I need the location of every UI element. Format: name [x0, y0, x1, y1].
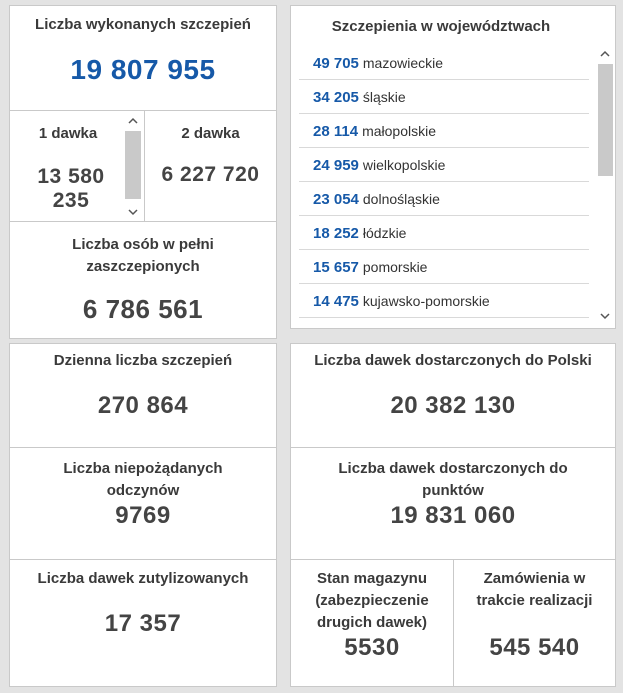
total-vaccinations-value: 19 807 955	[70, 54, 216, 85]
voivodeship-name: mazowieckie	[362, 55, 444, 71]
divider	[453, 560, 454, 686]
daily-vaccinations-tile: Dzienna liczba szczepień 270 864	[10, 344, 276, 448]
chevron-up-icon[interactable]	[124, 113, 142, 129]
voivodeship-value: 18 252	[313, 225, 359, 242]
divider	[10, 559, 276, 560]
voivodeship-value: 28 114	[313, 123, 359, 140]
voivodeship-name: małopolskie	[362, 123, 436, 139]
delivered-points-label-line2: punktów	[422, 482, 484, 499]
adverse-reactions-tile: Liczba niepożądanych odczynów 9769	[10, 448, 276, 559]
dose1-value-line1: 13 580	[37, 165, 105, 188]
voivodeship-name: kujawsko-pomorskie	[362, 293, 490, 309]
delivered-poland-label: Liczba dawek dostarczonych do Polski	[314, 352, 592, 369]
dose1-label: 1 dawka	[38, 125, 98, 142]
delivered-poland-tile: Liczba dawek dostarczonych do Polski 20 …	[291, 344, 615, 448]
daily-vaccinations-label: Dzienna liczba szczepień	[53, 352, 233, 369]
disposed-doses-value: 17 357	[104, 610, 182, 637]
list-item: 49 705 mazowieckie	[299, 46, 589, 80]
dose2-tile: 2 dawka 6 227 720	[145, 111, 276, 221]
dose1-scrollbar-thumb[interactable]	[125, 131, 141, 199]
delivered-poland-value: 20 382 130	[390, 392, 516, 419]
voivodeship-name: łódzkie	[362, 225, 407, 241]
stock-label-line2: (zabezpieczenie	[315, 592, 429, 609]
list-item: 28 114 małopolskie	[299, 114, 589, 148]
voivodeship-value: 34 205	[313, 89, 359, 106]
voivodeship-name: wielkopolskie	[362, 157, 446, 173]
voivodeship-name: pomorskie	[362, 259, 428, 275]
stock-tile: Stan magazynu (zabezpieczenie drugich da…	[291, 560, 453, 686]
delivered-points-label-line1: Liczba dawek dostarczonych do	[338, 460, 568, 477]
vaccinations-panel: Liczba wykonanych szczepień 19 807 955 1…	[9, 5, 277, 339]
orders-label-line2: trakcie realizacji	[476, 592, 593, 609]
disposed-doses-tile: Liczba dawek zutylizowanych 17 357	[10, 560, 276, 686]
list-item: 15 657 pomorskie	[299, 250, 589, 284]
divider	[10, 447, 276, 448]
delivered-points-tile: Liczba dawek dostarczonych do punktów 19…	[291, 448, 615, 559]
list-item: 18 252 łódzkie	[299, 216, 589, 250]
deliveries-panel: Liczba dawek dostarczonych do Polski 20 …	[290, 343, 616, 687]
disposed-doses-label: Liczba dawek zutylizowanych	[37, 570, 249, 587]
list-item: 14 475 kujawsko-pomorskie	[299, 284, 589, 318]
voivodeships-panel: Szczepienia w województwach 49 705 mazowi…	[290, 5, 616, 329]
dose1-value-line2: 235	[52, 189, 90, 212]
divider	[291, 559, 615, 560]
divider	[144, 111, 145, 221]
list-item: 24 959 wielkopolskie	[299, 148, 589, 182]
fully-vaccinated-value: 6 786 561	[82, 294, 204, 324]
list-item: 34 205 śląskie	[299, 80, 589, 114]
voivodeship-value: 24 959	[313, 157, 359, 174]
stock-label-line1: Stan magazynu	[316, 570, 428, 587]
voivodeship-name: śląskie	[362, 89, 406, 105]
dose1-tile[interactable]: 1 dawka 13 580 235	[10, 111, 144, 221]
list-item: 23 054 dolnośląskie	[299, 182, 589, 216]
stock-label-line3: drugich dawek)	[316, 614, 428, 631]
daily-stats-panel: Dzienna liczba szczepień 270 864 Liczba …	[9, 343, 277, 687]
adverse-reactions-value: 9769	[115, 502, 171, 529]
fully-vaccinated-label-line2: zaszczepionych	[86, 258, 200, 275]
voivodeship-value: 49 705	[313, 55, 359, 72]
dose1-scrollbar[interactable]	[124, 111, 142, 221]
chevron-down-icon[interactable]	[124, 205, 142, 221]
voivodeships-title: Szczepienia w województwach	[331, 18, 551, 35]
delivered-points-value: 19 831 060	[390, 502, 516, 529]
fully-vaccinated-label-line1: Liczba osób w pełni	[72, 236, 214, 253]
chevron-up-icon[interactable]	[596, 46, 614, 62]
voivodeships-scrollbar-thumb[interactable]	[598, 64, 613, 176]
stock-value: 5530	[344, 634, 400, 661]
orders-value: 545 540	[489, 634, 580, 661]
divider	[10, 221, 276, 222]
divider	[10, 110, 276, 111]
divider	[291, 447, 615, 448]
dose2-label: 2 dawka	[181, 125, 240, 142]
dose2-value: 6 227 720	[161, 163, 260, 186]
fully-vaccinated-tile: Liczba osób w pełni zaszczepionych 6 786…	[10, 222, 276, 338]
adverse-reactions-label-line2: odczynów	[106, 482, 180, 499]
daily-vaccinations-value: 270 864	[97, 392, 189, 419]
voivodeship-name: dolnośląskie	[362, 191, 440, 207]
chevron-down-icon[interactable]	[596, 309, 614, 325]
voivodeship-value: 15 657	[313, 259, 359, 276]
total-vaccinations-label: Liczba wykonanych szczepień	[35, 16, 251, 33]
adverse-reactions-label-line1: Liczba niepożądanych	[63, 460, 223, 477]
voivodeship-value: 23 054	[313, 191, 359, 208]
voivodeships-list: 49 705 mazowieckie 34 205 śląskie 28 114 ma…	[291, 46, 597, 320]
orders-label-line1: Zamówienia w	[483, 570, 586, 587]
total-vaccinations-tile: Liczba wykonanych szczepień 19 807 955	[10, 6, 276, 110]
voivodeship-value: 14 475	[313, 293, 359, 310]
voivodeships-scrollbar[interactable]	[596, 44, 615, 326]
orders-tile: Zamówienia w trakcie realizacji 545 540	[454, 560, 615, 686]
